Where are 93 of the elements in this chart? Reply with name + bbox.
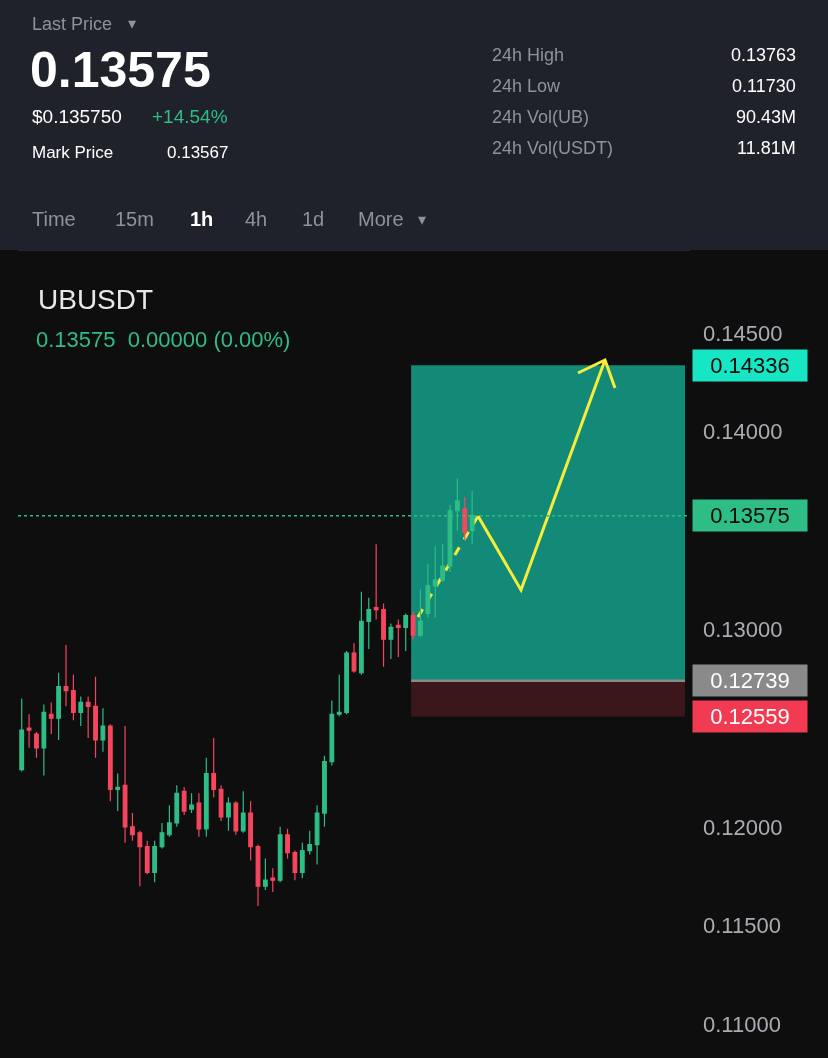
candlestick: [410, 610, 416, 640]
candlestick: [292, 849, 298, 881]
y-tick-label: 0.11500: [703, 913, 781, 939]
candlestick: [203, 757, 209, 838]
candlestick: [432, 545, 438, 619]
band-label: 0.12559: [710, 704, 790, 729]
text: 15m: [115, 208, 154, 230]
candlestick: [211, 737, 217, 798]
candlestick: [78, 695, 84, 727]
candlestick: [100, 707, 106, 753]
candlestick: [388, 622, 394, 660]
candlestick: [233, 800, 239, 836]
text: ▾: [418, 211, 426, 228]
candlestick: [226, 796, 231, 832]
candlestick: [107, 723, 113, 802]
candlestick: [381, 603, 386, 668]
candlestick: [270, 867, 276, 893]
text: 1h: [190, 208, 214, 230]
candlestick: [240, 790, 246, 834]
band-label: 0.14336: [710, 353, 790, 378]
text: 0.13575: [30, 42, 211, 98]
text: 0.13763: [731, 45, 797, 65]
candlestick: [277, 826, 283, 883]
candlestick: [218, 784, 224, 822]
candlestick: [19, 697, 25, 773]
candlestick: [351, 642, 357, 674]
text: 0.11730: [732, 76, 796, 96]
text: ▾: [128, 15, 136, 32]
candlestick: [425, 563, 431, 619]
candlestick: [336, 674, 342, 717]
candlestick: [395, 618, 401, 658]
candlestick: [462, 496, 468, 542]
candlestick: [189, 792, 194, 814]
text: Mark Price: [32, 143, 114, 162]
text: UBUSDT: [38, 284, 154, 315]
candlestick: [366, 597, 372, 650]
y-tick-label: 0.13000: [703, 617, 783, 643]
candlestick: [285, 828, 290, 860]
candlestick: [93, 676, 98, 759]
candlestick: [130, 812, 135, 842]
candlestick: [248, 800, 254, 862]
candlestick: [26, 713, 32, 749]
text: +14.54%: [152, 106, 228, 127]
candlestick: [174, 784, 180, 828]
candlestick: [344, 650, 350, 715]
candlestick: [307, 830, 313, 856]
candlestick: [85, 695, 91, 739]
candlestick: [262, 857, 268, 891]
text: 0.13567: [167, 143, 229, 162]
text: 0.13575 0.00000 (0.00%): [36, 327, 291, 352]
candlestick: [56, 672, 62, 741]
text: 11.81M: [737, 138, 796, 158]
text: More: [358, 208, 404, 230]
y-tick-label: 0.14500: [703, 320, 783, 346]
candlestick: [181, 786, 187, 816]
candlestick: [440, 543, 446, 583]
text: 1d: [302, 208, 325, 230]
candlestick: [166, 804, 172, 838]
y-tick-label: 0.11000: [703, 1012, 781, 1038]
text: 90.43M: [736, 107, 797, 127]
candlestick: [314, 804, 320, 865]
candlestick: [144, 840, 150, 875]
candlestick: [41, 703, 47, 777]
candlestick: [115, 772, 121, 812]
candlestick: [329, 699, 335, 767]
ref-line-label: 0.12739: [710, 668, 790, 693]
text: 24h Low: [492, 76, 562, 96]
text: $0.135750: [32, 106, 122, 127]
candlestick: [322, 755, 327, 828]
text: Last Price: [32, 14, 113, 34]
text: 24h Vol(USDT): [492, 138, 614, 158]
y-tick-label: 0.12000: [703, 814, 783, 840]
text: Time: [32, 208, 76, 230]
y-tick-label: 0.14000: [703, 419, 783, 445]
candlestick: [255, 844, 261, 907]
candlestick: [373, 543, 379, 621]
candlestick: [403, 612, 409, 652]
candlestick: [418, 589, 423, 638]
text: 4h: [245, 208, 268, 230]
candlestick: [152, 840, 158, 883]
candlestick: [196, 792, 202, 838]
candlestick: [137, 830, 143, 887]
candlestick: [122, 725, 128, 844]
candlestick: [159, 822, 165, 850]
candlestick: [48, 701, 54, 735]
candlestick: [63, 644, 69, 707]
text: 24h Vol(UB): [492, 107, 590, 127]
candlestick: [299, 842, 305, 879]
candlestick: [358, 591, 364, 676]
candlestick: [70, 674, 76, 721]
text: 24h High: [492, 45, 565, 65]
candlestick: [34, 731, 39, 759]
ref-line-label: 0.13575: [710, 503, 790, 528]
